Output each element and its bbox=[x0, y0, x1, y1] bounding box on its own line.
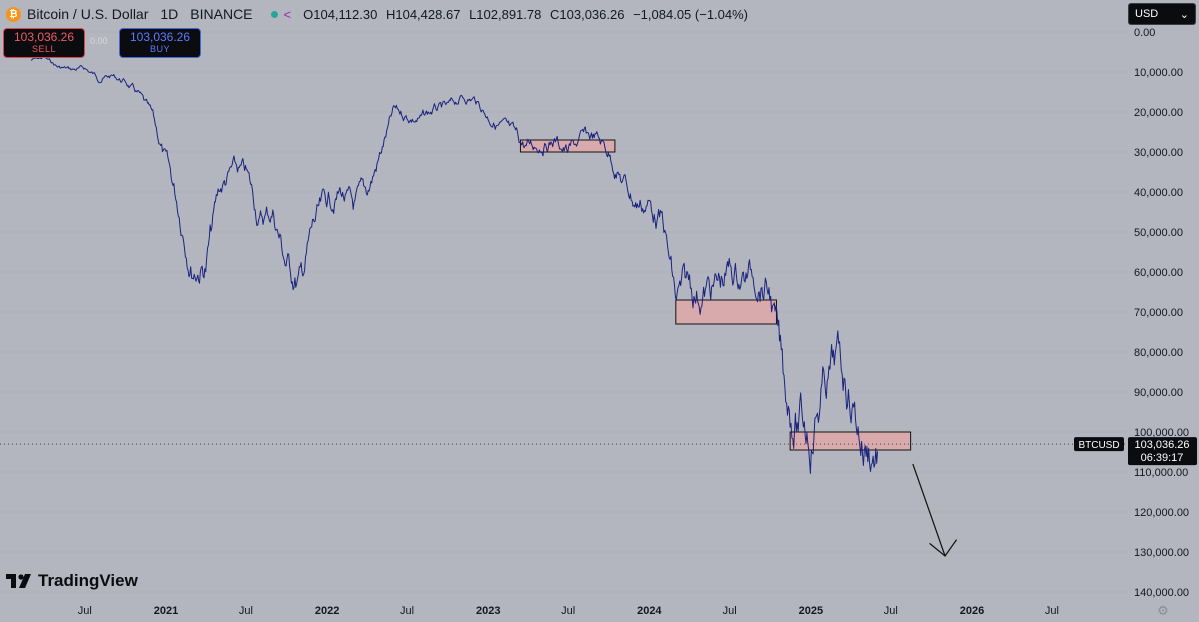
tradingview-wordmark: TradingView bbox=[38, 571, 138, 590]
y-tick-label: 50,000.00 bbox=[1134, 227, 1183, 239]
share-icon[interactable]: < bbox=[283, 6, 292, 22]
buy-label: BUY bbox=[149, 44, 170, 54]
x-tick-label: 2025 bbox=[799, 605, 823, 617]
current-price-text: 103,036.26 bbox=[1134, 439, 1189, 451]
y-tick-label: 140,000.00 bbox=[1134, 587, 1189, 599]
chevron-down-icon: ⌄ bbox=[1179, 8, 1189, 21]
x-tick-label: 2026 bbox=[960, 605, 984, 617]
projection-arrow-layer bbox=[912, 463, 958, 557]
x-tick-label: Jul bbox=[884, 605, 898, 617]
tradingview-logo[interactable]: TradingView bbox=[6, 571, 138, 591]
buy-button[interactable]: 103,036.26 BUY bbox=[119, 28, 201, 58]
currency-value: USD bbox=[1135, 8, 1159, 20]
close-label: C bbox=[550, 6, 560, 22]
projection-arrow-shaft bbox=[912, 463, 946, 557]
x-tick-label: Jul bbox=[723, 605, 737, 617]
symbol-name[interactable]: Bitcoin / U.S. Dollar bbox=[27, 6, 149, 22]
countdown-text: 06:39:17 bbox=[1141, 452, 1184, 464]
interval-label[interactable]: 1D bbox=[160, 6, 179, 22]
x-tick-label: Jul bbox=[400, 605, 414, 617]
x-tick-label: Jul bbox=[561, 605, 575, 617]
gear-icon[interactable]: ⚙ bbox=[1157, 603, 1169, 618]
y-tick-label: 40,000.00 bbox=[1134, 187, 1183, 199]
ohlc-values: O104,112.30 H104,428.67 L102,891.78 C103… bbox=[303, 7, 748, 22]
currency-select[interactable]: USD ⌄ bbox=[1128, 3, 1196, 25]
y-tick-label: 20,000.00 bbox=[1134, 107, 1183, 119]
x-tick-label: Jul bbox=[1045, 605, 1059, 617]
low-label: L bbox=[469, 6, 477, 22]
change-value: −1,084.05 (−1.04%) bbox=[633, 6, 749, 22]
buy-price: 103,036.26 bbox=[129, 30, 191, 44]
sell-button[interactable]: 103,036.26 SELL bbox=[3, 28, 85, 58]
x-tick-label: 2021 bbox=[154, 605, 178, 617]
x-tick-label: 2023 bbox=[476, 605, 500, 617]
tradingview-mark-icon bbox=[6, 574, 31, 588]
price-line bbox=[30, 56, 878, 474]
y-tick-label: 30,000.00 bbox=[1134, 147, 1183, 159]
exchange-label: BINANCE bbox=[190, 6, 253, 22]
y-tick-label: 10,000.00 bbox=[1134, 67, 1183, 79]
y-tick-label: 100,000.00 bbox=[1134, 427, 1189, 439]
x-tick-label: Jul bbox=[239, 605, 253, 617]
open-label: O bbox=[303, 6, 314, 22]
y-tick-label: 70,000.00 bbox=[1134, 307, 1183, 319]
y-tick-label: 130,000.00 bbox=[1134, 547, 1189, 559]
market-open-dot-icon bbox=[270, 10, 278, 18]
sell-label: SELL bbox=[31, 44, 57, 54]
high-value: 104,428.67 bbox=[395, 6, 461, 22]
open-value: 104,112.30 bbox=[313, 6, 378, 22]
spread-value: 0.00 bbox=[90, 36, 108, 46]
low-value: 102,891.78 bbox=[476, 6, 542, 22]
support-zone bbox=[789, 431, 912, 451]
grid bbox=[0, 31, 1128, 593]
x-tick-label: Jul bbox=[78, 605, 92, 617]
y-tick-label: 120,000.00 bbox=[1134, 507, 1189, 519]
y-tick-label: 80,000.00 bbox=[1134, 347, 1183, 359]
support-zone bbox=[675, 299, 777, 325]
y-tick-label: 90,000.00 bbox=[1134, 387, 1183, 399]
y-tick-label: 110,000.00 bbox=[1134, 467, 1188, 479]
x-tick-label: 2024 bbox=[637, 605, 662, 617]
y-tick-label: 60,000.00 bbox=[1134, 267, 1183, 279]
bitcoin-icon: ₿ bbox=[6, 6, 21, 22]
close-value: 103,036.26 bbox=[559, 6, 625, 22]
y-tick-label: 0.00 bbox=[1134, 27, 1155, 39]
symbol-tag: BTCUSD bbox=[1074, 437, 1124, 452]
price-line-layer bbox=[30, 56, 878, 474]
projection-arrow-head bbox=[929, 539, 958, 557]
high-label: H bbox=[385, 6, 396, 22]
symbol-tag-text: BTCUSD bbox=[1078, 440, 1119, 451]
time-axis[interactable]: Jul 2021 Jul 2022 Jul 2023 Jul 2024 Jul 2025 Jul 20… bbox=[78, 605, 1059, 617]
x-tick-label: 2022 bbox=[315, 605, 339, 617]
support-zones bbox=[519, 139, 912, 451]
sell-price: 103,036.26 bbox=[13, 30, 75, 44]
price-axis[interactable]: 0.00 10,000.00 20,000.00 30,000.00 40,000.00… bbox=[1134, 27, 1189, 599]
symbol-header: ₿ Bitcoin / U.S. Dollar 1D BINANCE < O10… bbox=[6, 5, 748, 23]
